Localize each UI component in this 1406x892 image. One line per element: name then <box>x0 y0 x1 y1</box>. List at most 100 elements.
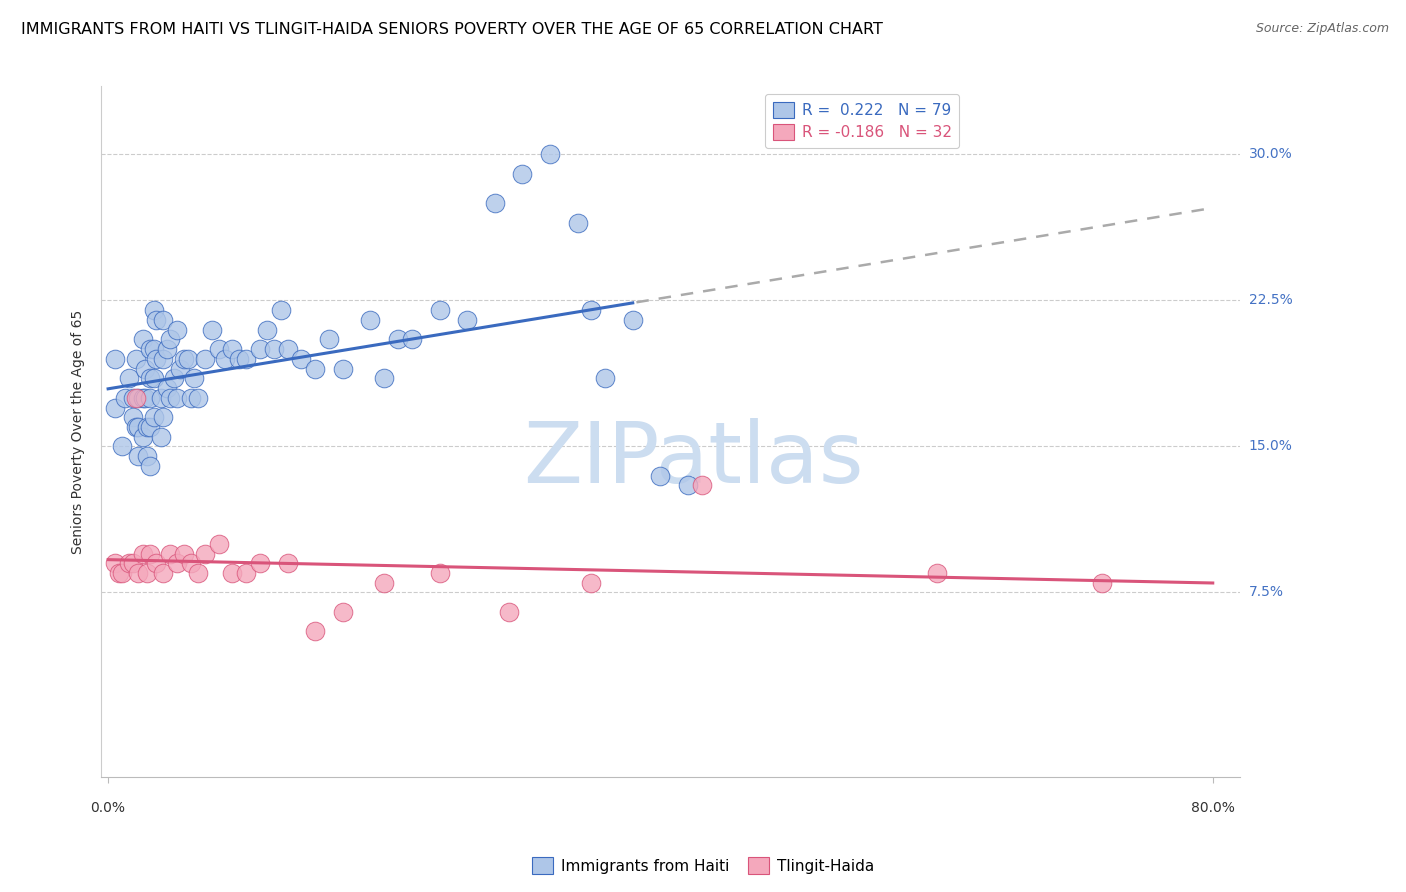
Point <box>138 391 160 405</box>
Point <box>538 147 561 161</box>
Point <box>142 342 165 356</box>
Point <box>104 401 127 415</box>
Point <box>135 420 157 434</box>
Point <box>163 371 186 385</box>
Point <box>149 391 172 405</box>
Point <box>108 566 131 580</box>
Point <box>304 624 326 639</box>
Point <box>187 566 209 580</box>
Point <box>125 391 148 405</box>
Point <box>401 332 423 346</box>
Point <box>125 420 148 434</box>
Point <box>207 537 229 551</box>
Point <box>567 216 589 230</box>
Point <box>187 391 209 405</box>
Point <box>183 371 205 385</box>
Point <box>593 371 616 385</box>
Point <box>332 361 354 376</box>
Point <box>173 351 195 366</box>
Point <box>387 332 409 346</box>
Point <box>249 556 271 570</box>
Point <box>277 556 299 570</box>
Point <box>131 332 153 346</box>
Point <box>131 430 153 444</box>
Point <box>221 566 243 580</box>
Point <box>138 342 160 356</box>
Point <box>128 449 150 463</box>
Point <box>290 351 312 366</box>
Point <box>131 547 153 561</box>
Point <box>118 556 141 570</box>
Point <box>159 332 181 346</box>
Point <box>249 342 271 356</box>
Point <box>111 440 134 454</box>
Point <box>581 575 603 590</box>
Point <box>152 313 174 327</box>
Point <box>145 556 167 570</box>
Point <box>207 342 229 356</box>
Point <box>138 458 160 473</box>
Point <box>159 391 181 405</box>
Point <box>429 303 451 318</box>
Text: Source: ZipAtlas.com: Source: ZipAtlas.com <box>1256 22 1389 36</box>
Point <box>122 556 145 570</box>
Point <box>104 556 127 570</box>
Point <box>1091 575 1114 590</box>
Point <box>134 361 156 376</box>
Point <box>332 605 354 619</box>
Point <box>201 323 224 337</box>
Point <box>122 410 145 425</box>
Point <box>134 391 156 405</box>
Legend: Immigrants from Haiti, Tlingit-Haida: Immigrants from Haiti, Tlingit-Haida <box>526 851 880 880</box>
Point <box>169 361 191 376</box>
Point <box>142 371 165 385</box>
Point <box>270 303 292 318</box>
Point <box>156 381 179 395</box>
Text: 30.0%: 30.0% <box>1249 147 1292 161</box>
Point <box>304 361 326 376</box>
Text: 80.0%: 80.0% <box>1191 801 1234 814</box>
Point <box>142 303 165 318</box>
Point <box>104 351 127 366</box>
Point <box>135 449 157 463</box>
Point <box>152 566 174 580</box>
Point <box>214 351 236 366</box>
Point <box>138 420 160 434</box>
Point <box>114 391 136 405</box>
Point <box>122 391 145 405</box>
Point <box>621 313 644 327</box>
Point <box>131 391 153 405</box>
Point <box>128 420 150 434</box>
Text: 7.5%: 7.5% <box>1249 585 1284 599</box>
Point <box>152 410 174 425</box>
Point <box>128 566 150 580</box>
Point <box>359 313 381 327</box>
Point <box>277 342 299 356</box>
Point <box>138 547 160 561</box>
Point <box>145 313 167 327</box>
Point <box>135 566 157 580</box>
Point <box>118 371 141 385</box>
Text: 22.5%: 22.5% <box>1249 293 1292 308</box>
Point <box>177 351 200 366</box>
Point <box>128 391 150 405</box>
Point <box>690 478 713 492</box>
Point <box>166 391 188 405</box>
Point <box>318 332 340 346</box>
Point <box>149 430 172 444</box>
Text: ZIPatlas: ZIPatlas <box>523 418 863 501</box>
Point <box>138 371 160 385</box>
Point <box>650 468 672 483</box>
Point <box>166 323 188 337</box>
Point <box>111 566 134 580</box>
Point <box>159 547 181 561</box>
Point <box>512 167 534 181</box>
Point <box>228 351 250 366</box>
Text: IMMIGRANTS FROM HAITI VS TLINGIT-HAIDA SENIORS POVERTY OVER THE AGE OF 65 CORREL: IMMIGRANTS FROM HAITI VS TLINGIT-HAIDA S… <box>21 22 883 37</box>
Point <box>142 410 165 425</box>
Point <box>456 313 478 327</box>
Point <box>373 371 395 385</box>
Point <box>235 566 257 580</box>
Point <box>166 556 188 570</box>
Point <box>429 566 451 580</box>
